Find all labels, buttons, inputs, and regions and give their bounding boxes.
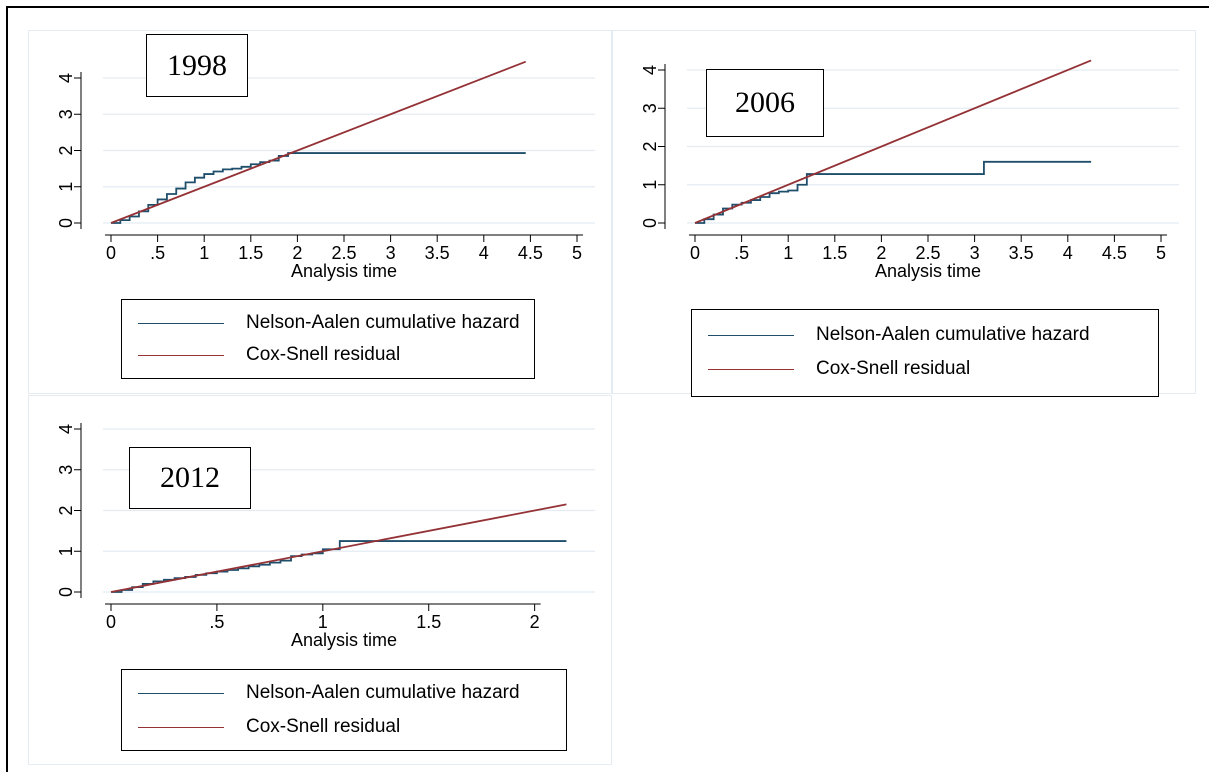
panel-2012: 0 1 2 3 4 0 .5 1 1.5 2 Analysis time 2012 Nelson-A… (28, 395, 612, 765)
y-tick-label: 3 (640, 103, 660, 113)
x-tick-label: 3 (970, 243, 980, 263)
cox-snell-line (694, 59, 1092, 224)
y-tick-label: 3 (56, 109, 76, 119)
legend-swatch-cox-snell (138, 355, 224, 356)
legend-label-cox-snell: Cox-Snell residual (246, 716, 401, 737)
x-tick-label: 1 (783, 243, 793, 263)
x-tick-label: 5 (572, 243, 582, 263)
panel-2006: 0 1 2 3 4 0 .5 1 1.5 2 2.5 3 3.5 4 4.5 5 Analysis time 2… (612, 30, 1196, 397)
y-tick-label: 2 (56, 505, 76, 515)
y-tick-label: 2 (56, 145, 76, 155)
x-tick-label: 3.5 (425, 243, 450, 263)
x-tick-label: 2 (530, 612, 540, 632)
x-tick-label: 4 (1063, 243, 1073, 263)
x-tick-label: 1.5 (822, 243, 847, 263)
x-tick-label: 1 (199, 243, 209, 263)
y-tick-label: 1 (56, 182, 76, 192)
x-tick-label: .5 (209, 612, 224, 632)
x-tick-label: 3.5 (1009, 243, 1034, 263)
legend-item-cox-snell: Cox-Snell residual (692, 354, 1158, 384)
x-tick-label: 1.5 (238, 243, 263, 263)
legend-label-cox-snell: Cox-Snell residual (816, 358, 971, 379)
x-tick-label: 2 (292, 243, 302, 263)
x-tick-label: 5 (1156, 243, 1166, 263)
x-axis-title: Analysis time (291, 630, 397, 650)
y-tick-label: 4 (56, 424, 76, 434)
legend-label-nelson-aalen: Nelson-Aalen cumulative hazard (816, 324, 1090, 345)
legend-label-nelson-aalen: Nelson-Aalen cumulative hazard (246, 312, 520, 333)
x-tick-label: 1 (318, 612, 328, 632)
y-tick-label: 2 (640, 141, 660, 151)
y-tick-label: 1 (640, 180, 660, 190)
legend-swatch-cox-snell (708, 369, 794, 370)
legend-label-nelson-aalen: Nelson-Aalen cumulative hazard (246, 682, 520, 703)
y-tick-label: 0 (56, 218, 76, 228)
x-tick-label: 1.5 (416, 612, 441, 632)
x-tick-label: 2 (876, 243, 886, 263)
legend-2012: Nelson-Aalen cumulative hazard Cox-Snell… (121, 669, 567, 751)
x-tick-label: .5 (150, 243, 165, 263)
chart-2012: 0 1 2 3 4 0 .5 1 1.5 2 Analysis time (56, 423, 595, 650)
x-tick-label: 0 (106, 243, 116, 263)
legend-item-cox-snell: Cox-Snell residual (122, 340, 534, 370)
y-tick-label: 0 (56, 587, 76, 597)
y-tick-label: 1 (56, 546, 76, 556)
x-tick-label: 0 (106, 612, 116, 632)
nelson-aalen-line (111, 152, 526, 224)
legend-1998: Nelson-Aalen cumulative hazard Cox-Snell… (121, 299, 535, 379)
legend-swatch-nelson-aalen (138, 693, 224, 694)
legend-item-nelson-aalen: Nelson-Aalen cumulative hazard (692, 320, 1158, 350)
x-tick-label: 4 (479, 243, 489, 263)
x-axis-title: Analysis time (875, 261, 981, 281)
x-tick-label: 2.5 (915, 243, 940, 263)
x-tick-label: .5 (734, 243, 749, 263)
y-tick-label: 3 (56, 465, 76, 475)
x-tick-label: 4.5 (518, 243, 543, 263)
x-tick-label: 3 (386, 243, 396, 263)
legend-label-cox-snell: Cox-Snell residual (246, 344, 401, 365)
x-tick-label: 2.5 (331, 243, 356, 263)
legend-swatch-cox-snell (138, 727, 224, 728)
legend-item-nelson-aalen: Nelson-Aalen cumulative hazard (122, 308, 534, 338)
year-label-2012: 2012 (129, 447, 251, 509)
nelson-aalen-line (695, 160, 1092, 224)
year-label-1998: 1998 (146, 34, 248, 97)
cox-snell-line (110, 503, 567, 593)
figure-frame (6, 6, 1209, 772)
x-axis-title: Analysis time (291, 261, 397, 281)
legend-2006: Nelson-Aalen cumulative hazard Cox-Snell… (691, 309, 1159, 397)
x-tick-label: 0 (690, 243, 700, 263)
y-tick-label: 4 (640, 65, 660, 75)
legend-item-cox-snell: Cox-Snell residual (122, 712, 566, 742)
legend-swatch-nelson-aalen (138, 323, 224, 324)
chart-1998: 0 1 2 3 4 0 .5 1 1.5 2 2.5 3 3.5 4 4.5 5 Analysis time (56, 60, 595, 281)
y-tick-label: 0 (640, 218, 660, 228)
cox-snell-line (110, 60, 527, 224)
chart-2006: 0 1 2 3 4 0 .5 1 1.5 2 2.5 3 3.5 4 4.5 5 Analysis time (640, 59, 1179, 281)
legend-item-nelson-aalen: Nelson-Aalen cumulative hazard (122, 678, 566, 708)
x-tick-label: 4.5 (1102, 243, 1127, 263)
panel-1998: 0 1 2 3 4 0 .5 1 1.5 2 2.5 3 3.5 4 4.5 5 Analysis time 1… (28, 30, 612, 394)
legend-swatch-nelson-aalen (708, 335, 794, 336)
year-label-2006: 2006 (706, 69, 824, 137)
y-tick-label: 4 (56, 73, 76, 83)
